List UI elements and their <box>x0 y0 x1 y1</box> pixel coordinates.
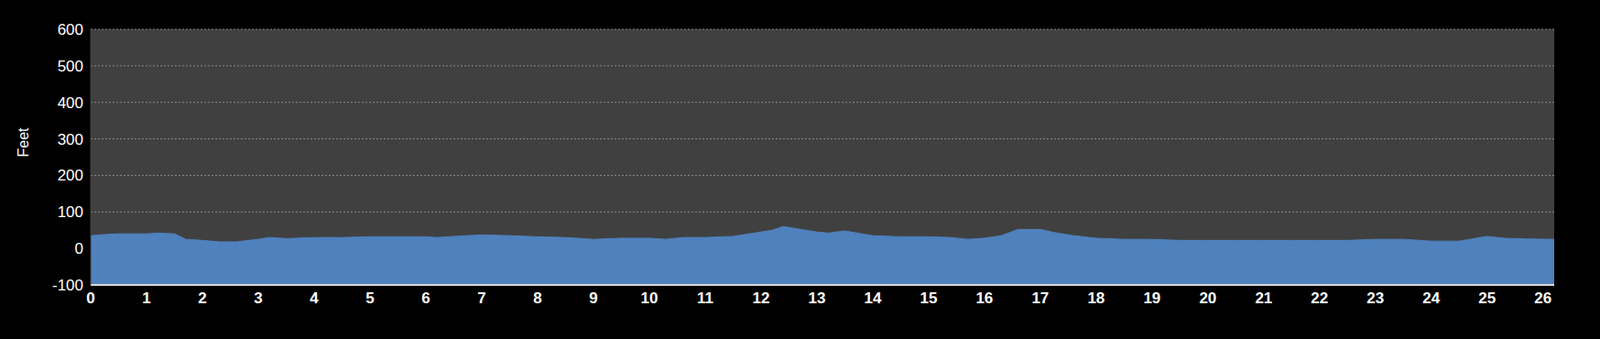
svg-text:21: 21 <box>1254 289 1273 307</box>
svg-text:2: 2 <box>197 289 207 307</box>
svg-text:Feet: Feet <box>15 127 32 158</box>
svg-text:13: 13 <box>807 289 826 307</box>
svg-text:100: 100 <box>57 203 84 221</box>
svg-text:400: 400 <box>57 94 84 112</box>
svg-text:25: 25 <box>1478 289 1496 307</box>
svg-text:200: 200 <box>57 166 84 185</box>
svg-text:10: 10 <box>640 289 658 307</box>
svg-text:24: 24 <box>1422 289 1440 307</box>
svg-text:5: 5 <box>365 289 374 307</box>
svg-text:18: 18 <box>1087 289 1105 307</box>
svg-text:11: 11 <box>696 289 714 307</box>
svg-text:7: 7 <box>477 289 486 307</box>
svg-text:3: 3 <box>253 289 262 307</box>
svg-text:16: 16 <box>975 289 993 307</box>
svg-text:0: 0 <box>75 239 84 258</box>
svg-text:17: 17 <box>1031 289 1049 307</box>
svg-text:20: 20 <box>1198 289 1217 307</box>
svg-text:300: 300 <box>57 130 84 149</box>
svg-text:500: 500 <box>57 57 84 76</box>
svg-text:9: 9 <box>588 289 598 307</box>
svg-text:22: 22 <box>1310 289 1328 307</box>
svg-text:600: 600 <box>57 21 84 39</box>
svg-text:23: 23 <box>1366 289 1384 307</box>
svg-text:6: 6 <box>421 289 430 307</box>
svg-text:19: 19 <box>1142 289 1161 307</box>
svg-text:8: 8 <box>533 289 542 307</box>
svg-text:1: 1 <box>141 289 151 307</box>
svg-text:14: 14 <box>863 289 882 307</box>
svg-text:26: 26 <box>1534 289 1552 307</box>
svg-text:0: 0 <box>86 289 95 307</box>
svg-text:12: 12 <box>751 289 770 307</box>
svg-text:-100: -100 <box>52 276 84 294</box>
svg-text:4: 4 <box>309 289 319 307</box>
svg-text:15: 15 <box>919 289 937 307</box>
